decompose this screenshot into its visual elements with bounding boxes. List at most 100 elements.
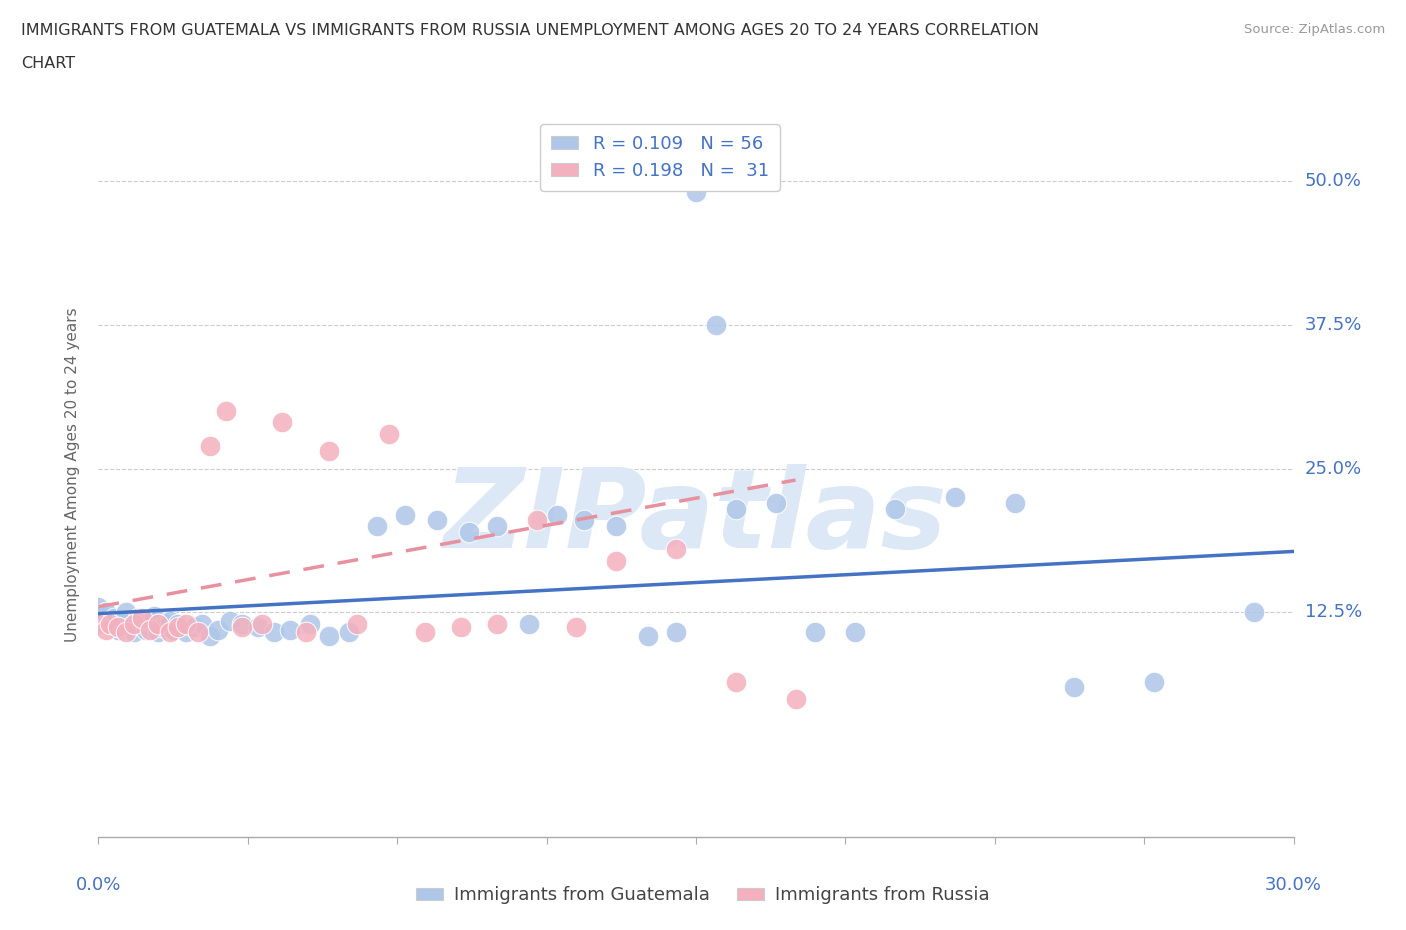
Point bbox=[426, 513, 449, 528]
Point bbox=[565, 620, 588, 635]
Point bbox=[378, 427, 401, 442]
Text: 25.0%: 25.0% bbox=[1305, 459, 1362, 477]
Text: ZIPatlas: ZIPatlas bbox=[444, 464, 948, 571]
Text: Source: ZipAtlas.com: Source: ZipAtlas.com bbox=[1244, 23, 1385, 36]
Point bbox=[124, 625, 146, 640]
Point bbox=[98, 617, 122, 631]
Point bbox=[665, 625, 688, 640]
Point bbox=[450, 620, 472, 635]
Point bbox=[139, 622, 162, 637]
Point bbox=[135, 622, 157, 637]
Point bbox=[270, 415, 292, 430]
Point bbox=[87, 599, 110, 614]
Point bbox=[298, 617, 321, 631]
Point bbox=[1143, 674, 1166, 689]
Point bbox=[339, 625, 361, 640]
Point bbox=[131, 611, 153, 626]
Point bbox=[167, 620, 190, 635]
Point bbox=[198, 628, 221, 643]
Point bbox=[394, 507, 416, 522]
Text: CHART: CHART bbox=[21, 56, 75, 71]
Point bbox=[517, 617, 540, 631]
Point bbox=[215, 404, 238, 418]
Point bbox=[115, 605, 138, 620]
Point bbox=[159, 625, 181, 640]
Point bbox=[107, 622, 129, 637]
Point bbox=[174, 625, 197, 640]
Point bbox=[318, 444, 340, 458]
Point bbox=[231, 617, 253, 631]
Point bbox=[884, 501, 907, 516]
Point bbox=[143, 608, 166, 623]
Point bbox=[207, 622, 229, 637]
Point bbox=[131, 617, 153, 631]
Point bbox=[191, 617, 214, 631]
Point bbox=[127, 611, 149, 626]
Point bbox=[765, 496, 787, 511]
Point bbox=[198, 438, 221, 453]
Point bbox=[844, 625, 866, 640]
Point bbox=[724, 501, 747, 516]
Text: 50.0%: 50.0% bbox=[1305, 172, 1361, 190]
Point bbox=[107, 620, 129, 635]
Point bbox=[150, 620, 173, 635]
Point bbox=[785, 691, 807, 706]
Point bbox=[318, 628, 340, 643]
Point bbox=[685, 185, 707, 200]
Point bbox=[458, 525, 481, 539]
Point bbox=[605, 519, 627, 534]
Point bbox=[546, 507, 568, 522]
Point bbox=[103, 611, 125, 626]
Point bbox=[159, 613, 181, 628]
Point bbox=[98, 617, 122, 631]
Point bbox=[278, 622, 301, 637]
Text: 30.0%: 30.0% bbox=[1265, 876, 1322, 894]
Point bbox=[605, 553, 627, 568]
Legend: Immigrants from Guatemala, Immigrants from Russia: Immigrants from Guatemala, Immigrants fr… bbox=[409, 879, 997, 911]
Point bbox=[485, 519, 508, 534]
Point bbox=[366, 519, 388, 534]
Point bbox=[174, 617, 197, 631]
Text: 37.5%: 37.5% bbox=[1305, 315, 1362, 334]
Point bbox=[246, 620, 269, 635]
Point bbox=[155, 617, 177, 631]
Point bbox=[804, 625, 827, 640]
Text: 12.5%: 12.5% bbox=[1305, 604, 1362, 621]
Point bbox=[724, 674, 747, 689]
Point bbox=[665, 541, 688, 556]
Point bbox=[294, 625, 316, 640]
Text: IMMIGRANTS FROM GUATEMALA VS IMMIGRANTS FROM RUSSIA UNEMPLOYMENT AMONG AGES 20 T: IMMIGRANTS FROM GUATEMALA VS IMMIGRANTS … bbox=[21, 23, 1039, 38]
Point bbox=[574, 513, 596, 528]
Point bbox=[1004, 496, 1026, 511]
Point bbox=[96, 605, 118, 620]
Point bbox=[250, 617, 273, 631]
Point bbox=[183, 620, 205, 635]
Point bbox=[148, 625, 170, 640]
Text: 0.0%: 0.0% bbox=[76, 876, 121, 894]
Point bbox=[124, 617, 146, 631]
Point bbox=[413, 625, 436, 640]
Legend: R = 0.109   N = 56, R = 0.198   N =  31: R = 0.109 N = 56, R = 0.198 N = 31 bbox=[540, 125, 780, 191]
Point bbox=[120, 620, 142, 635]
Point bbox=[485, 617, 508, 631]
Point bbox=[1063, 680, 1085, 695]
Point bbox=[139, 613, 162, 628]
Point bbox=[167, 617, 190, 631]
Point bbox=[637, 628, 659, 643]
Point bbox=[187, 625, 209, 640]
Point bbox=[943, 490, 966, 505]
Point bbox=[526, 513, 548, 528]
Point bbox=[231, 620, 253, 635]
Point bbox=[346, 617, 368, 631]
Point bbox=[115, 625, 138, 640]
Point bbox=[704, 317, 727, 332]
Point bbox=[1243, 605, 1265, 620]
Point bbox=[87, 617, 110, 631]
Point bbox=[219, 613, 242, 628]
Point bbox=[263, 625, 285, 640]
Point bbox=[148, 617, 170, 631]
Point bbox=[163, 622, 186, 637]
Y-axis label: Unemployment Among Ages 20 to 24 years: Unemployment Among Ages 20 to 24 years bbox=[65, 307, 80, 642]
Point bbox=[96, 622, 118, 637]
Point bbox=[111, 613, 134, 628]
